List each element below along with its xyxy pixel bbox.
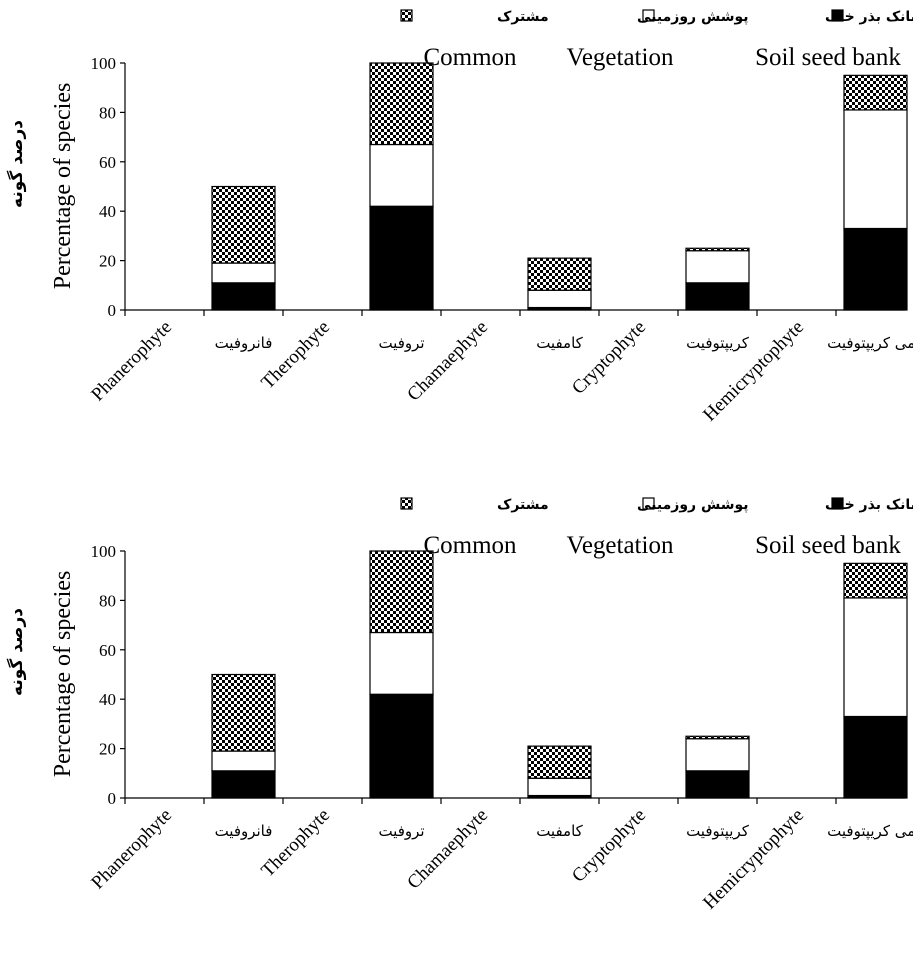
legend-swatch bbox=[400, 9, 413, 22]
y-tick-label: 100 bbox=[91, 542, 117, 561]
y-tick-label: 80 bbox=[99, 591, 116, 610]
legend-swatch bbox=[642, 497, 655, 510]
bar-segment-common bbox=[843, 74, 908, 111]
y-tick-label: 100 bbox=[91, 54, 117, 73]
bar-segment-common bbox=[843, 562, 908, 599]
x-category-label-en: Phanerophyte bbox=[87, 805, 176, 894]
bar-segment-common bbox=[527, 257, 592, 291]
x-category-label-fa: کامفیت bbox=[536, 334, 583, 352]
bar-segment-common bbox=[211, 673, 276, 752]
bar-segment-vegetation bbox=[843, 597, 908, 718]
y-tick-label: 20 bbox=[99, 252, 116, 271]
bar-segment-soil-seed-bank bbox=[211, 282, 276, 311]
legend-swatch bbox=[642, 9, 655, 22]
y-axis-label: Percentage of species bbox=[50, 83, 76, 290]
x-category-label-en: Chamaephyte bbox=[403, 317, 492, 406]
legend-swatch bbox=[831, 9, 844, 22]
x-category-label-fa: کریپتوفیت bbox=[686, 334, 750, 353]
y-tick-label: 80 bbox=[99, 103, 116, 122]
bar-segment-soil-seed-bank bbox=[369, 205, 434, 311]
legend-label-en: Soil seed bank bbox=[755, 44, 901, 71]
y-tick-label: 0 bbox=[108, 301, 117, 320]
x-category-label-fa: فانروفیت bbox=[215, 822, 273, 840]
x-category-label-fa: تروفیت bbox=[378, 822, 424, 840]
legend-swatch bbox=[400, 497, 413, 510]
bar-segment-common bbox=[685, 735, 750, 740]
legend-label-en: Common bbox=[423, 532, 517, 559]
bar-segment-vegetation bbox=[527, 777, 592, 797]
y-tick-label: 40 bbox=[99, 690, 116, 709]
bar-segment-soil-seed-bank bbox=[843, 227, 908, 311]
x-category-label-fa: کامفیت bbox=[536, 822, 583, 840]
stacked-bar-chart-bottom: 0 20 40 60 80 100 Percentage of species درصد گو… bbox=[6, 497, 913, 914]
x-category-label-fa: همی کریپتوفیت bbox=[827, 822, 913, 841]
y-tick-label: 0 bbox=[108, 789, 117, 808]
bar-segment-common bbox=[211, 185, 276, 264]
x-category-label-en: Therophyte bbox=[257, 317, 334, 394]
legend-label-fa: بانک بذر خاک bbox=[825, 9, 913, 25]
x-category-label-en: Cryptophyte bbox=[568, 317, 650, 399]
bar-segment-common bbox=[369, 550, 434, 634]
legend-label-en: Vegetation bbox=[567, 532, 674, 559]
y-tick-label: 20 bbox=[99, 740, 116, 759]
x-category-label-fa: فانروفیت bbox=[215, 334, 273, 352]
bar-segment-common bbox=[527, 745, 592, 779]
legend-label-en: Vegetation bbox=[567, 44, 674, 71]
bar-segment-vegetation bbox=[685, 250, 750, 284]
x-category-label-fa: تروفیت bbox=[378, 334, 424, 352]
bar-segment-vegetation bbox=[527, 289, 592, 309]
bar-segment-common bbox=[685, 247, 750, 252]
bar-segment-vegetation bbox=[369, 631, 434, 695]
legend-label-fa: بانک بذر خاک bbox=[825, 497, 913, 513]
y-axis-label-fa: درصد گونه bbox=[6, 608, 27, 696]
legend-label-en: Soil seed bank bbox=[755, 532, 901, 559]
legend-label-en: Common bbox=[423, 44, 517, 71]
y-tick-label: 40 bbox=[99, 202, 116, 221]
legend-label-fa: مشترک bbox=[497, 9, 549, 25]
y-axis-label: Percentage of species bbox=[50, 571, 76, 778]
x-category-label-en: Therophyte bbox=[257, 805, 334, 882]
y-tick-label: 60 bbox=[99, 641, 116, 660]
bar-segment-soil-seed-bank bbox=[685, 770, 750, 799]
y-axis-label-fa: درصد گونه bbox=[6, 120, 27, 208]
legend-swatch bbox=[831, 497, 844, 510]
bar-segment-vegetation bbox=[685, 738, 750, 772]
bar-segment-vegetation bbox=[211, 262, 276, 284]
bar-segment-soil-seed-bank bbox=[685, 282, 750, 311]
bar-segment-vegetation bbox=[211, 750, 276, 772]
x-category-label-en: Phanerophyte bbox=[87, 317, 176, 406]
bar-segment-vegetation bbox=[843, 109, 908, 230]
y-tick-label: 60 bbox=[99, 153, 116, 172]
legend-label-fa: پوشش روزمینی bbox=[637, 9, 749, 25]
bar-segment-soil-seed-bank bbox=[211, 770, 276, 799]
bar-segment-common bbox=[369, 62, 434, 146]
bar-segment-vegetation bbox=[369, 143, 434, 207]
x-category-label-fa: همی کریپتوفیت bbox=[827, 334, 913, 353]
stacked-bar-chart-top: 0 20 40 60 80 100 Percentage of species درصد گو… bbox=[6, 9, 913, 426]
legend-label-fa: پوشش روزمینی bbox=[637, 497, 749, 513]
bar-segment-soil-seed-bank bbox=[843, 715, 908, 799]
x-category-label-en: Chamaephyte bbox=[403, 805, 492, 894]
legend-label-fa: مشترک bbox=[497, 497, 549, 513]
x-category-label-fa: کریپتوفیت bbox=[686, 822, 750, 841]
bar-segment-soil-seed-bank bbox=[369, 693, 434, 799]
x-category-label-en: Cryptophyte bbox=[568, 805, 650, 887]
